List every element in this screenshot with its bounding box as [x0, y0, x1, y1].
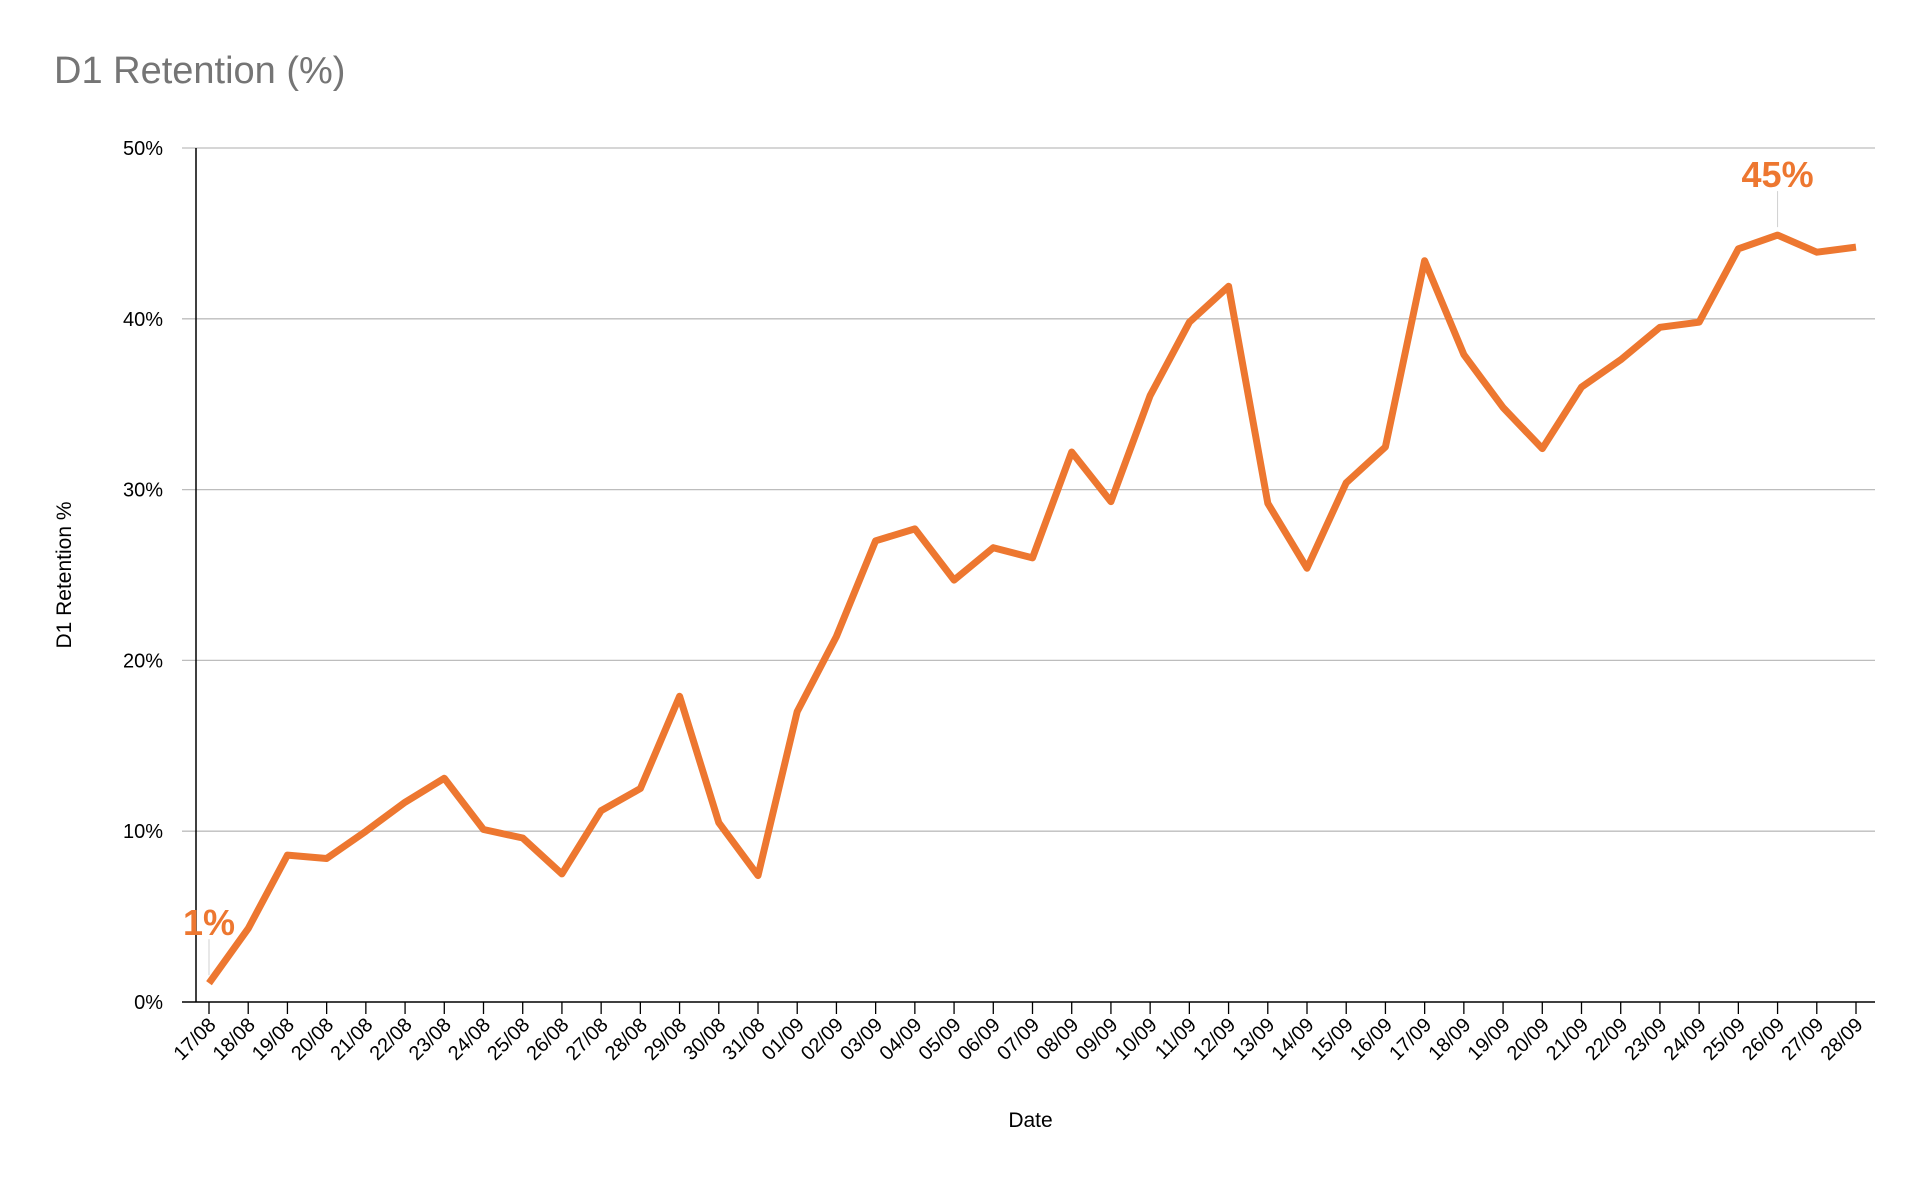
x-tick-label: 22/08	[366, 1014, 417, 1065]
x-tick-label: 22/09	[1581, 1014, 1632, 1065]
x-tick-label: 03/09	[836, 1014, 887, 1065]
chart-title: D1 Retention (%)	[54, 50, 346, 92]
x-tick-label: 16/09	[1346, 1014, 1397, 1065]
x-tick-label: 21/09	[1542, 1014, 1593, 1065]
axes: 0%10%20%30%40%50%17/0818/0819/0820/0821/…	[123, 138, 1875, 1065]
x-tick-label: 25/08	[483, 1014, 534, 1065]
y-tick-label: 10%	[123, 821, 163, 843]
x-axis-title: Date	[1008, 1109, 1052, 1132]
x-tick-label: 20/08	[287, 1014, 338, 1065]
x-tick-label: 18/08	[209, 1014, 260, 1065]
x-tick-label: 11/09	[1151, 1014, 1201, 1064]
data-label: 1%	[183, 902, 235, 943]
x-tick-label: 02/09	[797, 1014, 848, 1065]
series-layer	[206, 231, 1857, 986]
x-tick-label: 09/09	[1072, 1014, 1123, 1065]
x-tick-label: 27/09	[1777, 1014, 1828, 1065]
x-tick-label: 13/09	[1228, 1014, 1279, 1065]
x-tick-label: 28/09	[1817, 1014, 1868, 1065]
x-tick-label: 19/09	[1464, 1014, 1515, 1065]
x-tick-label: 26/08	[523, 1014, 574, 1065]
x-tick-label: 19/08	[248, 1014, 299, 1065]
x-tick-label: 05/09	[915, 1014, 966, 1065]
x-tick-label: 24/09	[1660, 1014, 1711, 1065]
y-tick-label: 20%	[123, 650, 163, 672]
x-tick-label: 07/09	[993, 1014, 1044, 1065]
annotations: 1% 45%	[183, 154, 1814, 976]
x-tick-label: 06/09	[954, 1014, 1005, 1065]
data-label: 45%	[1742, 154, 1814, 195]
x-tick-label: 04/09	[875, 1014, 926, 1065]
gridlines	[182, 147, 1875, 832]
y-tick-label: 50%	[123, 138, 163, 160]
x-tick-label: 10/09	[1111, 1014, 1162, 1065]
x-tick-label: 17/08	[170, 1014, 221, 1065]
x-tick-label: 12/09	[1189, 1014, 1240, 1065]
x-tick-label: 08/09	[1032, 1014, 1083, 1065]
x-tick-label: 14/09	[1268, 1014, 1319, 1065]
series-line	[206, 231, 1857, 986]
x-tick-label: 15/09	[1307, 1014, 1358, 1065]
x-tick-label: 23/09	[1621, 1014, 1672, 1065]
x-tick-label: 18/09	[1424, 1014, 1475, 1065]
x-tick-label: 21/08	[326, 1014, 377, 1065]
x-tick-label: 24/08	[444, 1014, 495, 1065]
y-tick-label: 30%	[123, 480, 163, 502]
x-tick-label: 01/09	[758, 1014, 809, 1065]
x-tick-label: 30/08	[679, 1014, 730, 1065]
x-tick-label: 31/08	[719, 1014, 770, 1065]
x-tick-label: 20/09	[1503, 1014, 1554, 1065]
y-tick-label: 0%	[134, 992, 163, 1014]
x-tick-label: 26/09	[1738, 1014, 1789, 1065]
x-tick-label: 17/09	[1385, 1014, 1436, 1065]
x-tick-label: 23/08	[405, 1014, 456, 1065]
x-tick-label: 29/08	[640, 1014, 691, 1065]
y-axis-title: D1 Retention %	[53, 501, 76, 648]
x-tick-label: 25/09	[1699, 1014, 1750, 1065]
x-tick-label: 28/08	[601, 1014, 652, 1065]
x-tick-label: 27/08	[562, 1014, 613, 1065]
y-tick-label: 40%	[123, 309, 163, 331]
